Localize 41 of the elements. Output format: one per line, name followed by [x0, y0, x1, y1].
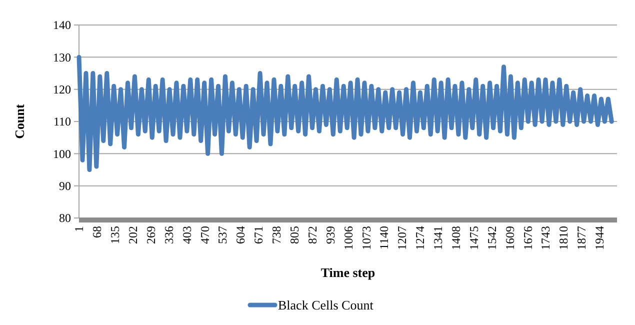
y-tick-label: 130	[53, 50, 71, 64]
y-axis-title: Count	[12, 103, 27, 139]
x-tick-label: 470	[198, 226, 212, 244]
x-tick-label: 1408	[448, 226, 463, 250]
x-tick-label: 135	[108, 226, 122, 244]
x-tick-label: 1676	[520, 226, 535, 250]
x-tick-label: 403	[180, 226, 194, 244]
x-tick-label: 1274	[413, 226, 428, 250]
x-tick-label: 1877	[574, 226, 589, 250]
y-tick-label: 120	[53, 82, 71, 97]
x-tick-label: 269	[144, 226, 158, 244]
x-tick-label: 738	[270, 226, 284, 244]
x-tick-label: 1006	[341, 226, 356, 250]
x-tick-label: 939	[323, 226, 338, 244]
y-tick-label: 90	[59, 179, 71, 194]
x-tick-label: 872	[305, 226, 320, 244]
y-tick-label: 100	[53, 146, 71, 161]
x-tick-label: 1743	[538, 226, 553, 250]
x-tick-label: 604	[234, 226, 248, 244]
y-tick-label: 110	[53, 114, 71, 129]
x-tick-label: 336	[162, 226, 176, 244]
x-tick-label: 1073	[359, 226, 374, 250]
x-tick-label: 1609	[502, 226, 517, 250]
x-tick-label: 1542	[484, 226, 499, 250]
x-tick-label: 1944	[592, 226, 607, 250]
x-tick-label: 1341	[431, 226, 446, 250]
legend-label: Black Cells Count	[278, 298, 374, 313]
y-tick-label: 80	[59, 211, 71, 226]
x-tick-label: 1475	[466, 226, 481, 250]
x-tick-label: 1	[72, 226, 86, 232]
x-tick-label: 1140	[377, 226, 392, 250]
line-series	[76, 54, 614, 172]
x-tick-label: 805	[288, 226, 302, 244]
x-axis-title: Time step	[320, 265, 376, 280]
x-tick-label: 1207	[395, 226, 410, 250]
x-tick-label: 202	[126, 226, 140, 244]
y-tick-label: 140	[53, 18, 71, 32]
x-tick-label: 537	[216, 226, 230, 244]
x-tick-label: 68	[90, 226, 104, 238]
x-tick-label: 1810	[556, 226, 571, 250]
x-tick-label: 671	[252, 226, 266, 244]
